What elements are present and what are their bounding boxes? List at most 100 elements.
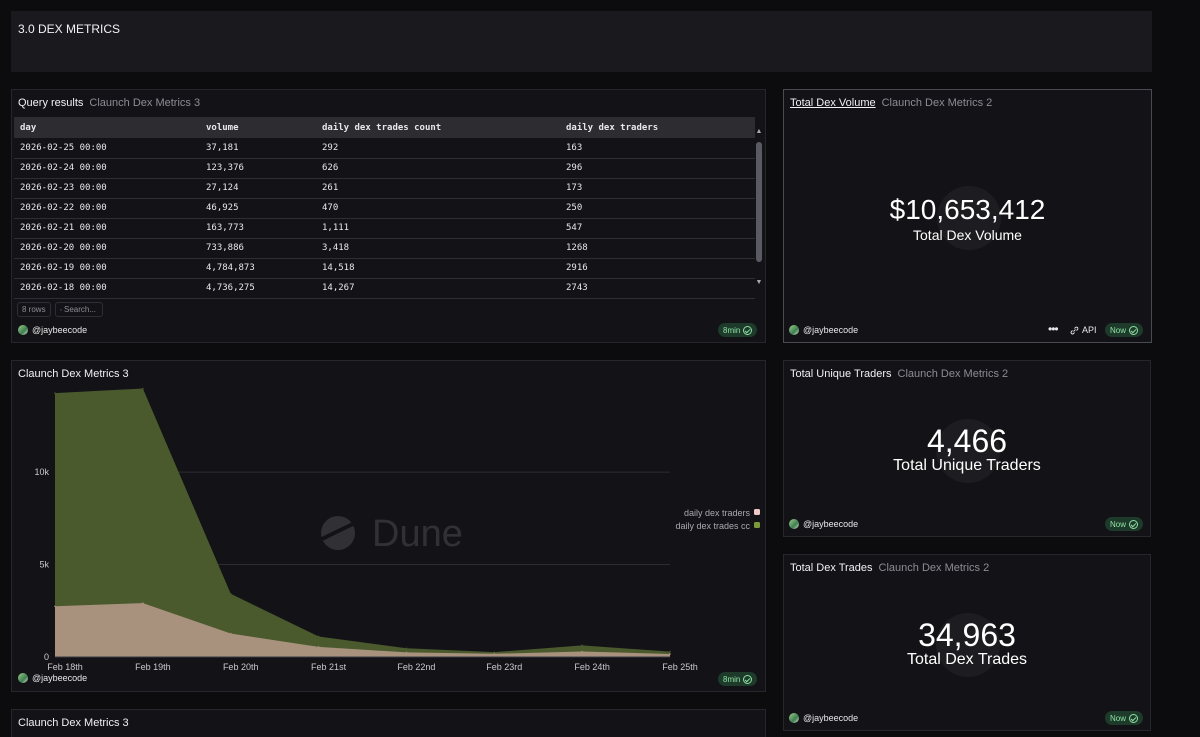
data-point [581, 650, 583, 653]
counter-ring [936, 419, 1000, 483]
table-row: 2026-02-24 00:00 123,376 626 296 [14, 158, 755, 179]
author-link[interactable]: @jaybeecode [789, 325, 858, 335]
author-name: @jaybeecode [803, 713, 859, 723]
total-dex-trades-panel: Total Dex Trades Claunch Dex Metrics 2 34… [783, 554, 1151, 731]
data-point [229, 632, 232, 635]
avatar [789, 325, 799, 335]
table-cell: 163,773 [200, 218, 316, 239]
panel-title[interactable]: Total Unique Traders [790, 368, 892, 380]
total-dex-volume-panel: Total Dex Volume Claunch Dex Metrics 2 $1… [783, 89, 1152, 343]
watermark-text: Dune [372, 513, 463, 555]
counter-value: 34,963 [918, 617, 1016, 653]
freshness-badge[interactable]: 8min [718, 672, 758, 686]
freshness-badge[interactable]: Now [1105, 323, 1144, 337]
table-cell: 4,736,275 [200, 278, 316, 299]
table-row: 2026-02-20 00:00 733,886 3,418 1268 [14, 238, 755, 259]
table-cell: 733,886 [200, 238, 316, 259]
panel-header: Claunch Dex Metrics 3 [18, 368, 129, 380]
data-point [581, 644, 583, 647]
panel-title: Query results [18, 97, 84, 109]
panel-title[interactable]: Total Dex Volume [790, 97, 876, 109]
table-cell: 14,518 [316, 258, 560, 279]
area-layer [54, 387, 671, 657]
table-cell: 1,111 [316, 218, 560, 239]
check-circle-icon [1129, 519, 1139, 529]
data-point [142, 602, 144, 604]
table-cell: 173 [560, 178, 755, 199]
query-link[interactable]: Claunch Dex Metrics 2 [881, 97, 993, 109]
legend-label: daily dex trades cc [675, 521, 750, 531]
api-button[interactable]: API [1070, 325, 1097, 335]
table-search[interactable] [55, 302, 103, 317]
author-name: @jaybeecode [803, 325, 859, 335]
freshness-badge[interactable]: Now [1105, 517, 1144, 531]
search-input[interactable] [64, 305, 98, 314]
x-tick-label: Feb 20th [223, 662, 259, 672]
query-link[interactable]: Claunch Dex Metrics 3 [89, 97, 201, 109]
avatar [18, 673, 28, 683]
author-name: @jaybeecode [32, 673, 88, 683]
legend[interactable]: daily dex traders daily dex trades cc [675, 508, 760, 531]
data-point [669, 650, 671, 653]
data-point [405, 651, 408, 654]
table-row: 2026-02-21 00:00 163,773 1,111 547 [14, 218, 755, 239]
counter-label: Total Dex Trades [906, 651, 1028, 668]
author-link[interactable]: @jaybeecode [789, 519, 858, 529]
scroll-thumb[interactable] [756, 142, 762, 262]
table-cell: 2916 [560, 258, 755, 279]
table-cell: 2026-02-24 00:00 [14, 158, 200, 179]
freshness-label: Now [1110, 519, 1127, 529]
counter-ring [936, 613, 1000, 677]
x-tick-label: Feb 21st [311, 662, 347, 672]
author-link[interactable]: @jaybeecode [789, 713, 858, 723]
table-cell: 470 [316, 198, 560, 219]
search-icon [60, 308, 62, 311]
table-cell: 123,376 [200, 158, 316, 179]
table-cell: 2743 [560, 278, 755, 299]
panel-title[interactable]: Claunch Dex Metrics 3 [18, 717, 129, 729]
row-count-badge: 8 rows [17, 302, 51, 317]
panel-header: Total Dex Trades Claunch Dex Metrics 2 [790, 562, 989, 574]
x-tick-label: Feb 25th [662, 662, 698, 672]
table-row: 2026-02-25 00:00 37,181 292 163 [14, 138, 755, 159]
counter-label: Total Dex Volume [913, 227, 1022, 243]
scroll-down-arrow-icon[interactable]: ▼ [755, 279, 763, 286]
author-link[interactable]: @jaybeecode [18, 673, 87, 683]
table-scrollbar[interactable]: ▲ ▼ [754, 128, 764, 290]
check-circle-icon [1129, 713, 1139, 723]
freshness-label: Now [1110, 713, 1127, 723]
data-point [669, 653, 671, 655]
counter-value: 4,466 [926, 423, 1008, 459]
table-cell: 2026-02-21 00:00 [14, 218, 200, 239]
y-tick-label: 10k [34, 467, 49, 477]
table-row: 2026-02-19 00:00 4,784,873 14,518 2916 [14, 258, 755, 279]
column-header-day[interactable]: day [14, 117, 200, 138]
chart-title[interactable]: Claunch Dex Metrics 3 [18, 368, 129, 380]
query-link[interactable]: Claunch Dex Metrics 2 [897, 368, 1009, 380]
table-cell: 2026-02-23 00:00 [14, 178, 200, 199]
dashboard-title: 3.0 DEX METRICS [18, 22, 121, 36]
check-circle-icon [1129, 325, 1139, 335]
column-header-trades-count[interactable]: daily dex trades count [316, 117, 560, 138]
table-cell: 2026-02-25 00:00 [14, 138, 200, 159]
more-options-button[interactable]: ••• [1048, 322, 1059, 336]
author-link[interactable]: @jaybeecode [18, 325, 87, 335]
table-cell: 14,267 [316, 278, 560, 299]
scroll-up-arrow-icon[interactable]: ▲ [755, 128, 763, 135]
freshness-label: 8min [723, 674, 741, 684]
legend-swatch [754, 522, 760, 528]
dashboard-header: 3.0 DEX METRICS [11, 11, 1152, 72]
freshness-badge[interactable]: Now [1105, 711, 1144, 725]
query-link[interactable]: Claunch Dex Metrics 2 [878, 562, 990, 574]
api-label: API [1082, 325, 1097, 335]
area-series-daily-dex-traders [55, 603, 670, 657]
area-chart: Dune 0 5k 10k Feb 18th Feb 19th Feb 20th Feb 2… [34, 387, 760, 672]
column-header-volume[interactable]: volume [200, 117, 316, 138]
check-circle-icon [743, 325, 753, 335]
freshness-badge[interactable]: 8min [718, 323, 758, 337]
table-cell: 292 [316, 138, 560, 159]
axis-layer: 0 5k 10k Feb 18th Feb 19th Feb 20th Feb 21st Fe… [34, 467, 697, 672]
panel-title[interactable]: Total Dex Trades [790, 562, 873, 574]
column-header-traders[interactable]: daily dex traders [560, 117, 755, 138]
table-cell: 296 [560, 158, 755, 179]
